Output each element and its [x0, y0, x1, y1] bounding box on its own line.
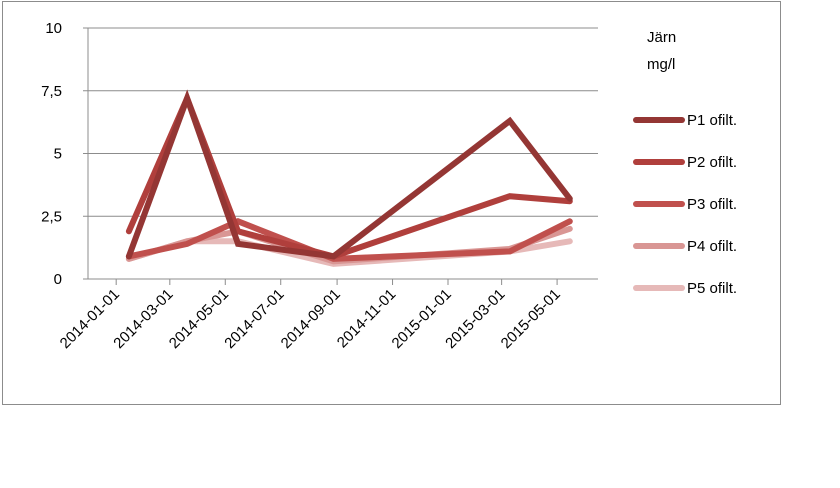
y-tick-label: 5	[54, 146, 62, 163]
y-tick-labels: 0 2,5 5 7,5 10	[41, 20, 62, 288]
legend-label: P3 ofilt.	[687, 196, 737, 213]
axes	[83, 27, 598, 285]
legend-label: P5 ofilt.	[687, 280, 737, 297]
series-lines	[125, 89, 573, 267]
x-tick-label: 2015-05-01	[498, 286, 564, 352]
x-tick-labels: 2014-01-012014-03-012014-05-012014-07-01…	[57, 286, 564, 352]
y-tick-label: 0	[54, 271, 62, 288]
legend-title-line2: mg/l	[647, 56, 675, 73]
gridlines	[88, 27, 598, 217]
series-line	[125, 218, 573, 262]
x-tick-label: 2014-07-01	[221, 286, 287, 352]
legend-label: P1 ofilt.	[687, 112, 737, 129]
y-tick-label: 10	[45, 20, 62, 37]
legend-label: P2 ofilt.	[687, 154, 737, 171]
y-tick-label: 7,5	[41, 83, 62, 100]
x-tick-label: 2014-09-01	[278, 286, 344, 352]
legend: Järn mg/l P1 ofilt. P2 ofilt. P3 ofilt. P4 …	[633, 29, 737, 297]
series-line	[125, 89, 573, 260]
y-tick-label: 2,5	[41, 208, 62, 225]
legend-label: P4 ofilt.	[687, 238, 737, 255]
legend-title-line1: Järn	[647, 29, 676, 46]
